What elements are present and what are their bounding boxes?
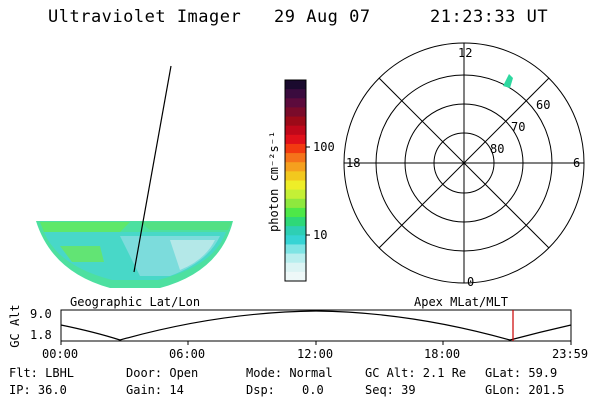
polar-aurora-patch xyxy=(503,74,513,88)
mlat-label-80: 80 xyxy=(490,142,505,156)
time-label: 21:23:33 UT xyxy=(430,7,549,27)
colorbar-unit-label: photon cm⁻²s⁻¹ xyxy=(267,130,281,232)
colorbar-band xyxy=(285,189,306,200)
instrument-title: Ultraviolet Imager xyxy=(48,7,242,27)
mlat-label-70: 70 xyxy=(511,120,526,134)
info-dsp-value: 0.0 xyxy=(302,383,324,397)
colorbar-band xyxy=(285,262,306,273)
mlt-label-6: 6 xyxy=(573,156,581,170)
colorbar-band xyxy=(285,98,306,109)
colorbar-band xyxy=(285,244,306,255)
colorbar-band xyxy=(285,134,306,145)
colorbar-band xyxy=(285,143,306,154)
altitude-xtick-0000: 00:00 xyxy=(42,347,79,361)
info-glat: GLat: 59.9 xyxy=(485,366,558,380)
colorbar-band xyxy=(285,162,306,172)
colorbar-frame xyxy=(284,79,307,282)
colorbar-band xyxy=(285,180,306,191)
colorbar-band xyxy=(285,153,306,163)
colorbar-band xyxy=(285,217,306,227)
altitude-ytick-low: 1.8 xyxy=(30,328,52,342)
colorbar-band xyxy=(285,89,306,99)
colorbar-band xyxy=(285,171,306,182)
colorbar-band xyxy=(285,271,306,282)
geographic-panel-label: Geographic Lat/Lon xyxy=(70,295,201,309)
altitude-curve xyxy=(60,310,572,341)
satellite-track xyxy=(133,65,172,273)
altitude-xtick-1800: 18:00 xyxy=(424,347,461,361)
geographic-image xyxy=(36,221,233,288)
mlt-label-0: 0 xyxy=(467,275,475,289)
colorbar-band xyxy=(285,207,306,218)
colorbar-band xyxy=(285,116,306,127)
info-glon: GLon: 201.5 xyxy=(485,383,565,397)
polar-panel-label: Apex MLat/MLT xyxy=(414,295,508,309)
mlt-label-12: 12 xyxy=(458,46,473,60)
colorbar-band xyxy=(285,107,306,118)
info-dsp-label: Dsp: xyxy=(246,383,275,397)
date-label: 29 Aug 07 xyxy=(274,7,371,27)
mlt-label-18: 18 xyxy=(346,156,361,170)
altitude-x-ticks xyxy=(60,341,572,345)
info-flt: Flt: LBHL xyxy=(9,366,75,380)
colorbar-band xyxy=(285,125,306,136)
info-door: Door: Open xyxy=(126,366,199,380)
colorbar-band xyxy=(285,80,306,90)
colorbar-tick-label-100: 100 xyxy=(313,140,335,154)
altitude-ytick-high: 9.0 xyxy=(30,307,52,321)
colorbar-band xyxy=(285,226,306,236)
altitude-xtick-0600: 06:00 xyxy=(169,347,206,361)
mlat-label-60: 60 xyxy=(536,98,551,112)
info-seq: Seq: 39 xyxy=(365,383,416,397)
colorbar xyxy=(285,80,306,282)
info-mode: Mode: Normal xyxy=(246,366,333,380)
polar-grid xyxy=(343,42,585,284)
info-gain: Gain: 14 xyxy=(126,383,184,397)
colorbar-band xyxy=(285,198,306,209)
info-ip: IP: 36.0 xyxy=(9,383,67,397)
altitude-xtick-2359: 23:59 xyxy=(552,347,589,361)
altitude-xtick-1200: 12:00 xyxy=(297,347,334,361)
info-gc-alt: GC Alt: 2.1 Re xyxy=(365,366,467,380)
colorbar-band xyxy=(285,253,306,264)
colorbar-band xyxy=(285,235,306,246)
colorbar-tick-label-10: 10 xyxy=(313,228,328,242)
altitude-ylabel: GC Alt xyxy=(8,304,22,348)
